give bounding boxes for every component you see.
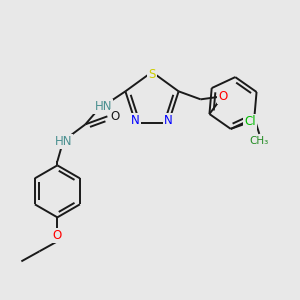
Text: O: O xyxy=(53,229,62,242)
Text: N: N xyxy=(131,114,140,127)
Text: HN: HN xyxy=(94,100,112,113)
Text: O: O xyxy=(218,90,227,103)
Text: S: S xyxy=(148,68,156,80)
Text: N: N xyxy=(164,114,173,127)
Text: Cl: Cl xyxy=(244,116,256,128)
Text: CH₃: CH₃ xyxy=(250,136,269,146)
Text: O: O xyxy=(111,110,120,123)
Text: HN: HN xyxy=(55,135,72,148)
